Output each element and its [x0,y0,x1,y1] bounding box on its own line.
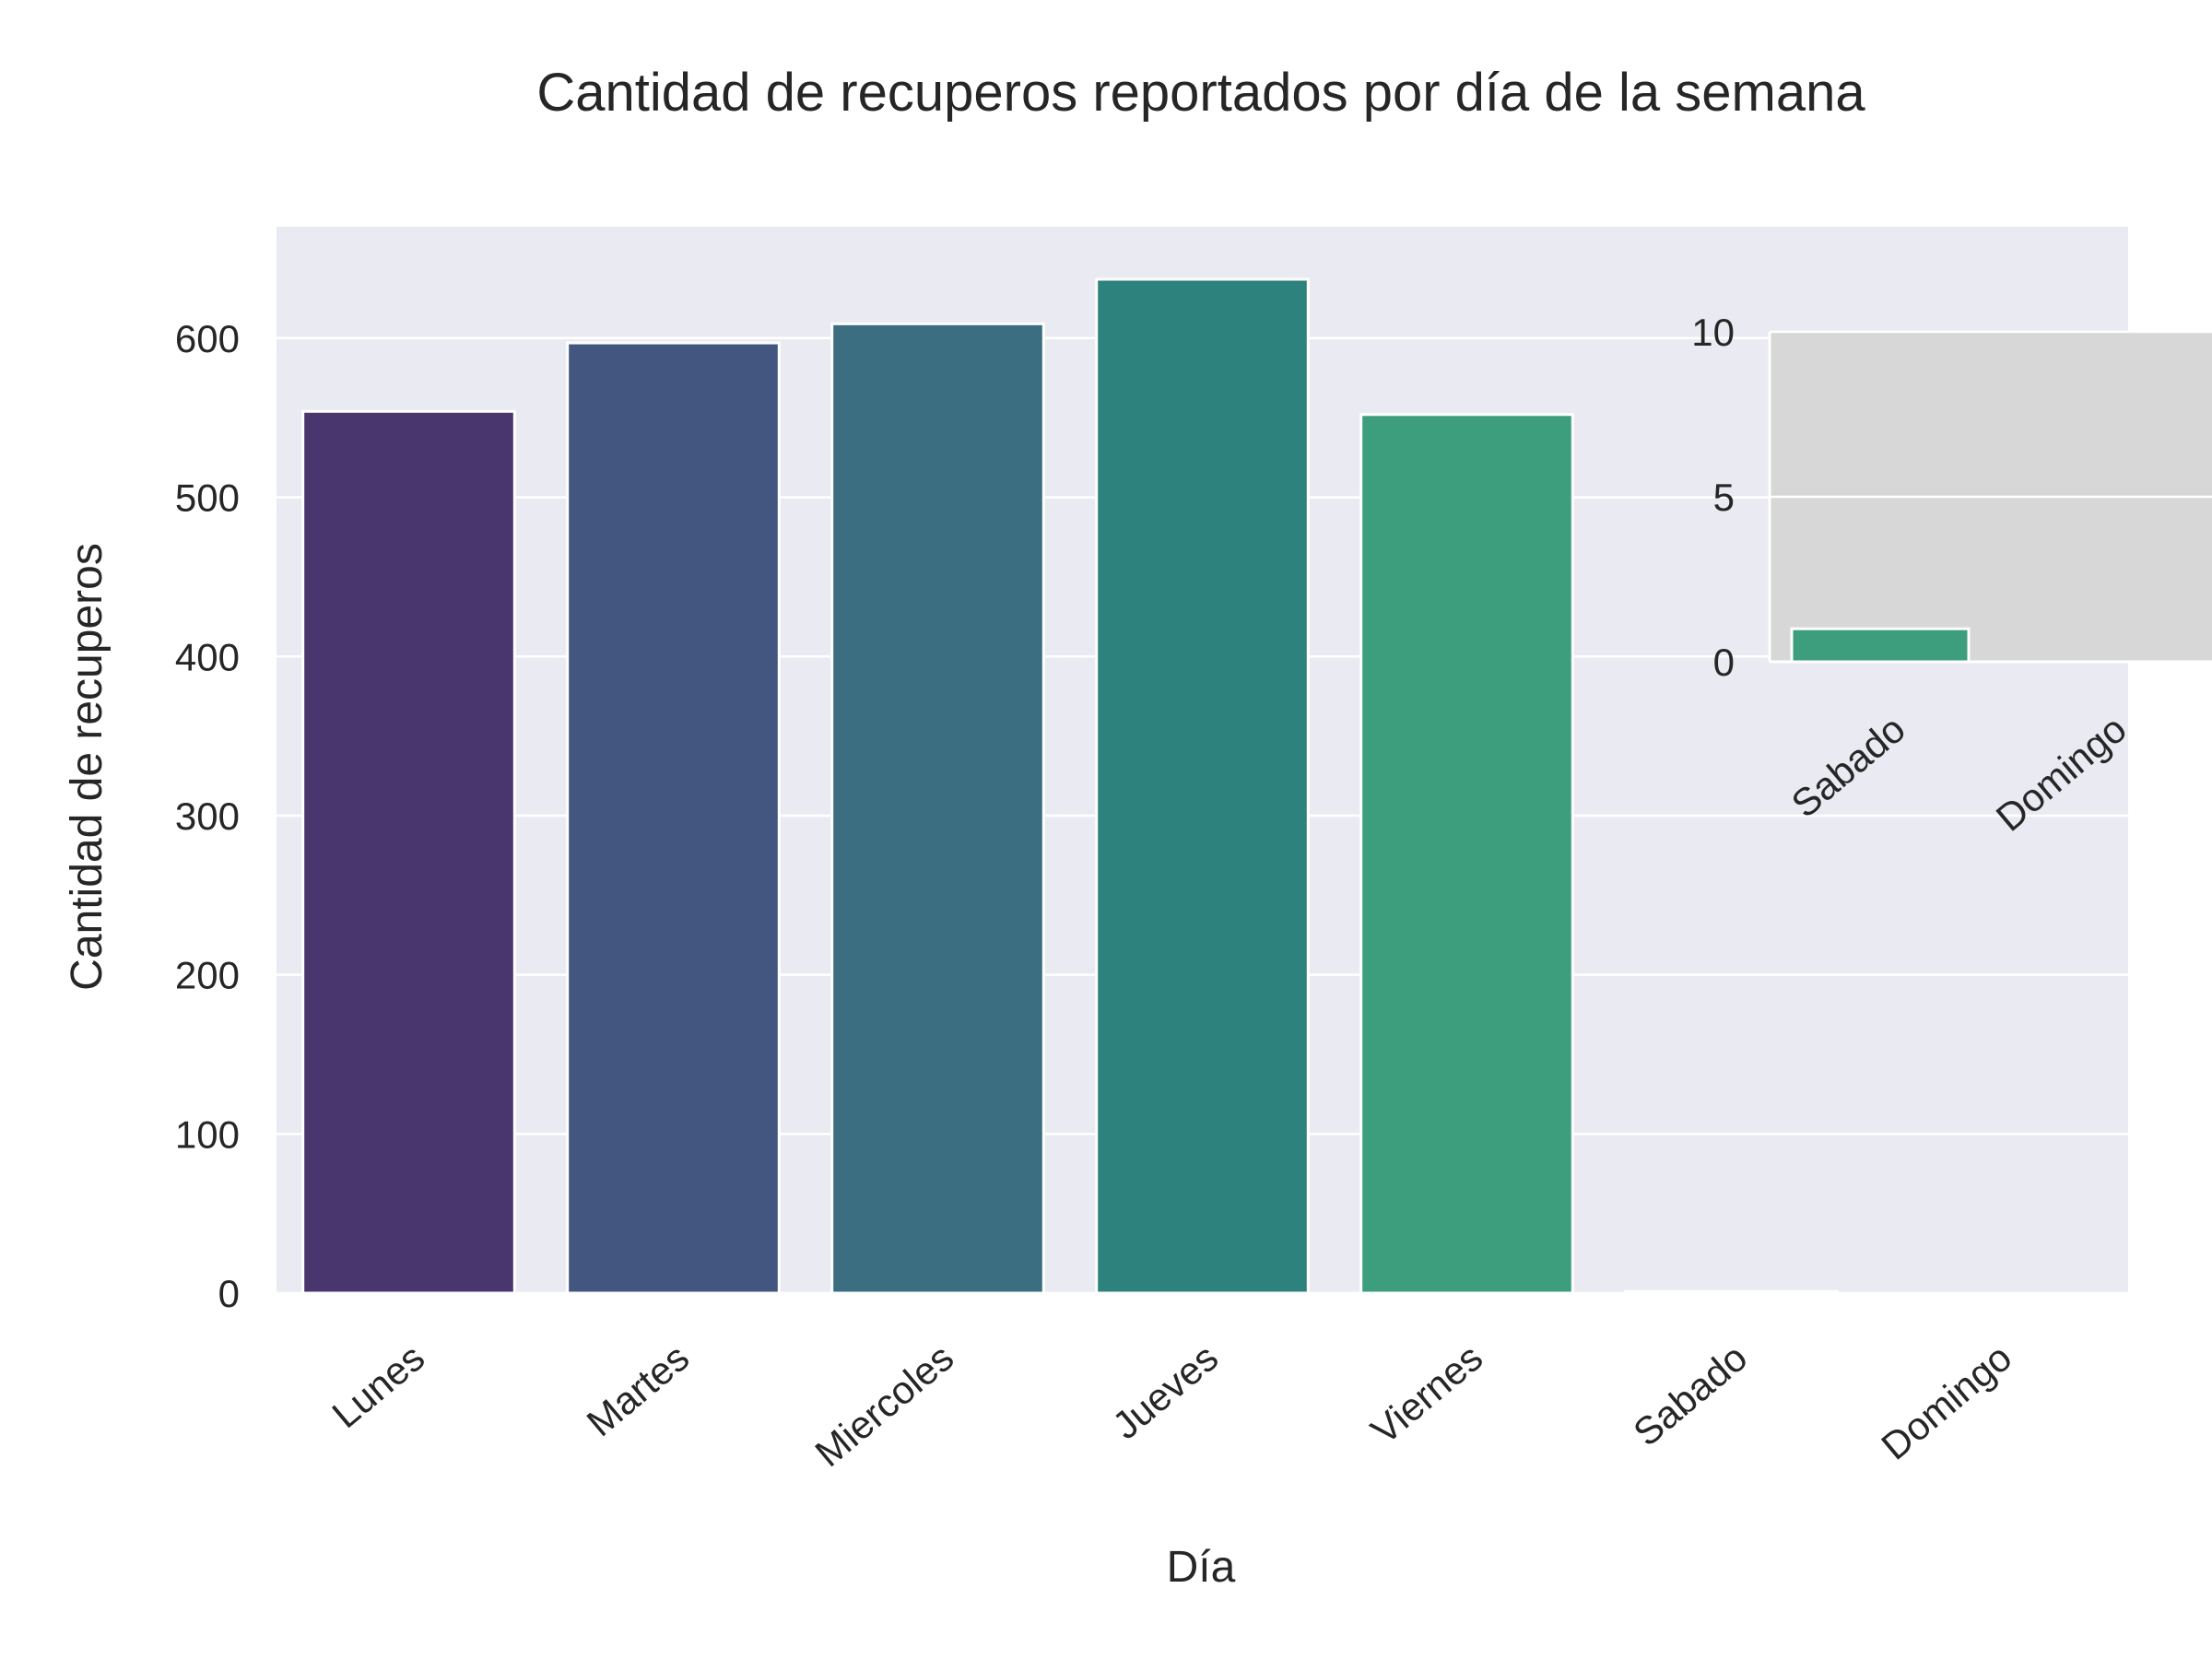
main-y-tick-label: 300 [175,794,240,838]
main-x-tick-label: Lunes [324,1335,432,1437]
inset-y-tick-label: 10 [1691,311,1735,354]
main-y-tick-label: 0 [218,1272,240,1315]
main-y-tick-label: 600 [175,317,240,360]
inset-y-tick-label: 0 [1713,641,1735,684]
main-bar [301,409,516,1295]
main-bar [1359,413,1574,1295]
main-x-tick-label: Martes [579,1335,698,1445]
main-bar [566,341,781,1295]
chart-title: Cantidad de recuperos reportados por día… [536,63,1865,123]
main-y-tick-label: 400 [175,635,240,678]
inset-y-tick-label: 5 [1713,476,1735,519]
main-y-tick-label: 100 [175,1112,240,1156]
main-bar [830,322,1045,1295]
main-x-tick-label: Domingo [1873,1335,2019,1468]
inset-bar [1790,627,1971,664]
main-x-tick-label: Sabado [1625,1335,1755,1454]
y-axis-label: Cantidad de recuperos [63,543,112,991]
main-x-tick-label: Miercoles [806,1335,961,1476]
main-bar [1095,277,1310,1295]
main-x-tick-label: Jueves [1104,1335,1226,1448]
main-y-tick-label: 200 [175,954,240,997]
main-y-tick-label: 500 [175,477,240,520]
main-bar [1624,1289,1839,1295]
x-axis-label: Día [1167,1543,1236,1592]
main-x-tick-label: Viernes [1363,1335,1491,1453]
